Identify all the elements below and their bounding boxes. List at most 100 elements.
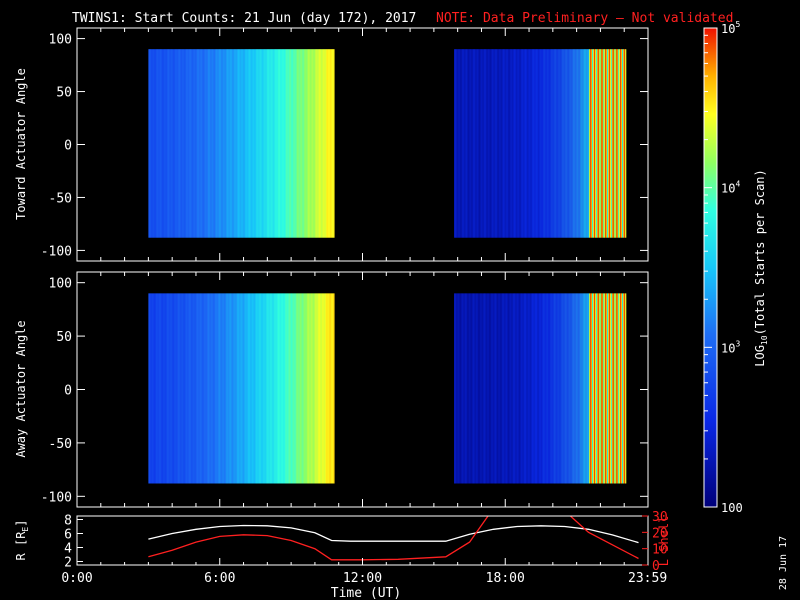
heatmap-column bbox=[242, 293, 244, 484]
heatmap-column bbox=[290, 293, 292, 484]
heatmap-column bbox=[196, 49, 198, 238]
heatmap-column bbox=[317, 49, 319, 238]
heatmap-column bbox=[516, 293, 518, 484]
heatmap-column bbox=[486, 49, 488, 238]
heatmap-column bbox=[501, 49, 503, 238]
heatmap-column bbox=[212, 293, 214, 484]
heatmap-column bbox=[477, 49, 479, 238]
heatmap-column bbox=[464, 49, 466, 238]
heatmap-column bbox=[490, 49, 492, 238]
heatmap-column bbox=[517, 293, 519, 484]
heatmap-column bbox=[261, 49, 263, 238]
heatmap-column bbox=[172, 49, 174, 238]
heatmap-column bbox=[256, 49, 258, 238]
heatmap-column bbox=[622, 49, 624, 238]
heatmap-column bbox=[168, 49, 170, 238]
heatmap-column bbox=[576, 293, 578, 484]
heatmap-column bbox=[205, 293, 207, 484]
heatmap-column bbox=[259, 293, 261, 484]
heatmap-column bbox=[219, 293, 221, 484]
heatmap-column bbox=[189, 293, 191, 484]
heatmap-column bbox=[597, 49, 599, 238]
heatmap-column bbox=[268, 293, 270, 484]
heatmap-column bbox=[156, 49, 158, 238]
heatmap-column bbox=[559, 49, 561, 238]
heatmap-column bbox=[604, 293, 606, 484]
heatmap-column bbox=[293, 293, 295, 484]
colorbar-label: LOG10(Total Starts per Scan) bbox=[753, 169, 769, 367]
heatmap-column bbox=[461, 49, 463, 238]
heatmap-column bbox=[216, 49, 218, 238]
heatmap-column bbox=[297, 293, 299, 484]
heatmap-column bbox=[545, 49, 547, 238]
heatmap-column bbox=[606, 293, 608, 484]
heatmap-column bbox=[476, 49, 478, 238]
heatmap-column bbox=[277, 49, 279, 238]
heatmap-column bbox=[619, 293, 621, 484]
heatmap-column bbox=[318, 49, 320, 238]
heatmap-column bbox=[455, 293, 457, 484]
heatmap-column bbox=[571, 49, 573, 238]
l-shell-line bbox=[148, 516, 639, 561]
heatmap-column bbox=[319, 49, 321, 238]
heatmap-column bbox=[279, 293, 281, 484]
heatmap-column bbox=[321, 49, 323, 238]
heatmap-column bbox=[313, 293, 315, 484]
heatmap-column bbox=[254, 49, 256, 238]
heatmap-column bbox=[298, 49, 300, 238]
heatmap-column bbox=[325, 293, 327, 484]
heatmap-column bbox=[590, 49, 592, 238]
heatmap-column bbox=[204, 293, 206, 484]
heatmap-column bbox=[186, 293, 188, 484]
heatmap-column bbox=[515, 49, 517, 238]
heatmap-column bbox=[227, 293, 229, 484]
colorbar-tick-exp: 5 bbox=[735, 20, 740, 29]
heatmap-column bbox=[601, 293, 603, 484]
heatmap-column bbox=[514, 49, 516, 238]
heatmap-column bbox=[253, 49, 255, 238]
heatmap-column bbox=[544, 49, 546, 238]
heatmap-column bbox=[610, 293, 612, 484]
heatmap-column bbox=[201, 293, 203, 484]
heatmap-column bbox=[469, 49, 471, 238]
heatmap-column bbox=[228, 49, 230, 238]
heatmap-column bbox=[607, 293, 609, 484]
heatmap-column bbox=[158, 293, 160, 484]
heatmap-column bbox=[499, 49, 501, 238]
heatmap-column bbox=[508, 49, 510, 238]
heatmap-column bbox=[217, 293, 219, 484]
heatmap-column bbox=[579, 293, 581, 484]
heatmap-column bbox=[521, 49, 523, 238]
heatmap-column bbox=[206, 293, 208, 484]
heatmap-column bbox=[596, 293, 598, 484]
heatmap-column bbox=[158, 49, 160, 238]
heatmap-column bbox=[251, 293, 253, 484]
heatmap-column bbox=[243, 293, 245, 484]
colorbar-tick-exp: 3 bbox=[735, 339, 740, 348]
heatmap-column bbox=[225, 49, 227, 238]
heatmap-column bbox=[594, 293, 596, 484]
heatmap-column bbox=[203, 293, 205, 484]
heatmap-column bbox=[463, 49, 465, 238]
heatmap-column bbox=[614, 293, 616, 484]
heatmap-column bbox=[274, 293, 276, 484]
heatmap-column bbox=[599, 49, 601, 238]
heatmap-column bbox=[205, 49, 207, 238]
heatmap-column bbox=[544, 293, 546, 484]
heatmap-column bbox=[317, 293, 319, 484]
heatmap-column bbox=[204, 49, 206, 238]
heatmap-column bbox=[216, 293, 218, 484]
heatmap-column bbox=[507, 293, 509, 484]
heatmap-column bbox=[577, 293, 579, 484]
heatmap-column bbox=[161, 293, 163, 484]
heatmap-column bbox=[295, 293, 297, 484]
heatmap-column bbox=[325, 49, 327, 238]
heatmap-column bbox=[324, 49, 326, 238]
heatmap-column bbox=[236, 293, 238, 484]
heatmap-column bbox=[288, 49, 290, 238]
heatmap-column bbox=[333, 49, 335, 238]
heatmap-column bbox=[289, 293, 291, 484]
time-axis-label: Time (UT) bbox=[331, 586, 401, 600]
heatmap-column bbox=[519, 293, 521, 484]
y-tick-label: -100 bbox=[41, 490, 72, 505]
